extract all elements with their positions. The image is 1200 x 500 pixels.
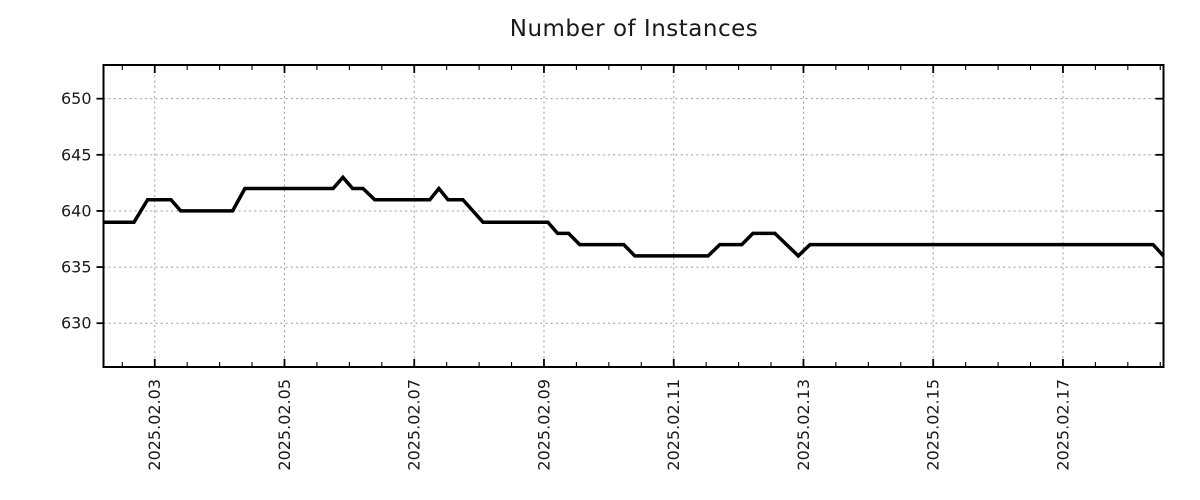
x-tick-label: 2025.02.13: [794, 379, 813, 471]
y-tick-label: 635: [61, 258, 92, 277]
y-tick-label: 640: [61, 201, 92, 220]
x-tick-label: 2025.02.17: [1053, 379, 1072, 471]
chart-title: Number of Instances: [509, 16, 759, 42]
x-tick-label: 2025.02.07: [405, 379, 424, 471]
x-tick-label: 2025.02.09: [534, 379, 553, 471]
x-tick-label: 2025.02.03: [145, 379, 164, 471]
x-tick-label: 2025.02.11: [664, 379, 683, 471]
x-tick-label: 2025.02.05: [275, 379, 294, 471]
plot-border: [102, 64, 1165, 368]
y-tick-label: 630: [61, 314, 92, 333]
series-line: [103, 174, 1165, 259]
x-tick-label: 2025.02.15: [924, 379, 943, 471]
y-tick-label: 650: [61, 89, 92, 108]
y-tick-label: 645: [61, 145, 92, 164]
